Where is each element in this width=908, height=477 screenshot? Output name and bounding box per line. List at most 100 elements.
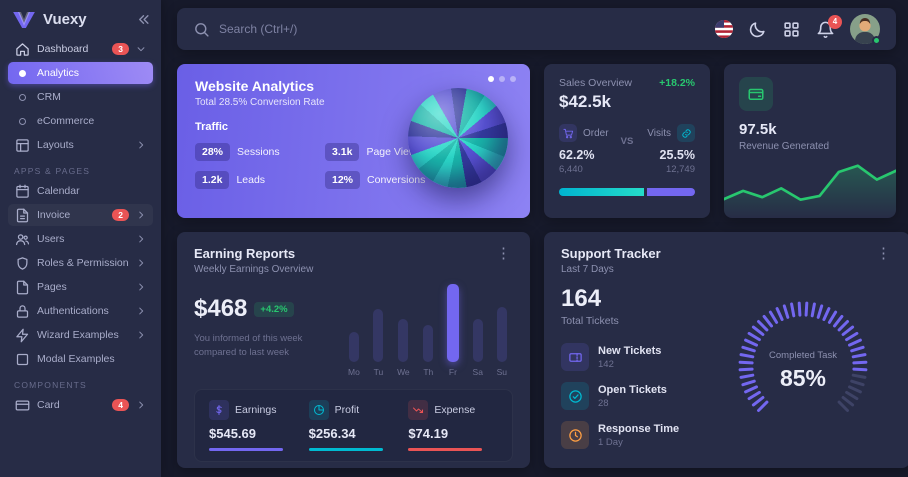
check-circle-icon: [561, 382, 589, 410]
bar-label: Sa: [472, 367, 483, 377]
modal-icon: [15, 352, 30, 367]
search-box: [193, 21, 715, 38]
revenue-generated-card: 97.5k Revenue Generated: [724, 64, 896, 218]
sales-amount: $42.5k: [559, 92, 611, 111]
sphere-illustration: [408, 88, 508, 188]
carousel-dot[interactable]: [510, 76, 516, 82]
sidebar-collapse-icon[interactable]: [136, 12, 151, 27]
sidebar-item-authentications[interactable]: Authentications: [8, 300, 153, 322]
notifications-bell-icon[interactable]: 4: [816, 14, 842, 39]
sidebar-item-layouts[interactable]: Layouts: [8, 134, 153, 156]
home-icon: [15, 42, 30, 57]
gauge-tick: [757, 320, 769, 332]
chevron-right-icon: [136, 282, 146, 292]
revenue-value: 97.5k: [739, 121, 777, 138]
section-components: COMPONENTS: [14, 380, 87, 390]
gauge-tick: [852, 367, 868, 372]
sidebar-item-pages[interactable]: Pages: [8, 276, 153, 298]
sidebar-item-analytics[interactable]: Analytics: [8, 62, 153, 84]
traffic-label: Traffic: [195, 121, 229, 133]
visits-stat: Visits 25.5% 12,749: [639, 124, 695, 175]
dot-icon: [19, 117, 26, 125]
bar-column: Sa: [473, 319, 483, 377]
chevron-right-icon: [136, 400, 146, 410]
gauge-tick: [845, 331, 859, 342]
kebab-menu-icon[interactable]: ⋮: [876, 245, 891, 262]
cart-icon: [559, 124, 577, 142]
sidebar-item-roles-permissions[interactable]: Roles & Permissions: [8, 252, 153, 274]
sidebar-item-dashboard[interactable]: Dashboard 3: [8, 38, 153, 60]
sidebar-item-wizard-examples[interactable]: Wizard Examples: [8, 324, 153, 346]
sidebar-item-invoice[interactable]: Invoice 2: [8, 204, 153, 226]
carousel-dot[interactable]: [488, 76, 494, 82]
user-avatar[interactable]: [850, 14, 881, 45]
sidebar-item-modal-examples[interactable]: Modal Examples: [8, 348, 153, 370]
sidebar-item-ecommerce[interactable]: eCommerce: [8, 110, 153, 132]
gauge-tick: [747, 331, 761, 342]
sidebar-menu: Dashboard 3 Analytics CRM eCommerce Layo…: [0, 38, 161, 416]
ticket-icon: [561, 343, 589, 371]
bar: [373, 309, 384, 362]
bar: [423, 325, 434, 362]
wallet-icon: [739, 77, 773, 111]
bar: [472, 319, 483, 362]
card-title: Earning Reports: [194, 246, 296, 261]
bar-column: Mo: [348, 332, 360, 377]
chevron-right-icon: [136, 258, 146, 268]
order-stat: Order 62.2% 6,440: [559, 124, 615, 175]
theme-moon-icon[interactable]: [748, 20, 767, 39]
bar-label: Fr: [448, 367, 457, 377]
gauge-tick: [851, 353, 867, 359]
gauge-tick: [810, 302, 816, 318]
card-subtitle: Last 7 Days: [561, 264, 614, 275]
file-icon: [15, 280, 30, 295]
kebab-menu-icon[interactable]: ⋮: [496, 245, 511, 262]
sidebar-item-crm[interactable]: CRM: [8, 86, 153, 108]
card-badge: 4: [112, 398, 129, 412]
sales-progress-right: [646, 188, 695, 196]
invoice-icon: [15, 208, 30, 223]
website-analytics-card: Website Analytics Total 28.5% Conversion…: [177, 64, 530, 218]
online-status-dot: [872, 36, 881, 45]
card-title: Support Tracker: [561, 246, 661, 261]
lock-icon: [15, 304, 30, 319]
total-tickets-label: Total Tickets: [561, 315, 619, 327]
card-title: Sales Overview: [559, 77, 632, 89]
gauge-tick: [775, 307, 784, 321]
shortcuts-grid-icon[interactable]: [782, 20, 801, 39]
search-input[interactable]: [219, 22, 469, 36]
brand: Vuexy: [0, 0, 161, 36]
bar-label: Mo: [348, 367, 360, 377]
sales-overview-card: Sales Overview $42.5k +18.2% Order 62.2%…: [544, 64, 710, 218]
language-flag-icon[interactable]: [715, 20, 733, 38]
dollar-icon: [209, 400, 229, 420]
revenue-sparkline: [724, 164, 896, 218]
gauge-tick: [816, 304, 824, 319]
gauge-tick: [747, 390, 761, 401]
bar-label: Su: [496, 367, 507, 377]
gauge-tick: [837, 320, 849, 332]
gauge-tick: [744, 338, 758, 347]
gauge-tick: [738, 367, 754, 372]
carousel-dot[interactable]: [499, 76, 505, 82]
gauge-tick: [837, 400, 849, 412]
svg-text:85%: 85%: [780, 365, 826, 391]
sidebar-item-card[interactable]: Card 4: [8, 394, 153, 416]
bar-column: Tu: [373, 309, 384, 377]
vs-label: VS: [620, 136, 634, 147]
chevron-right-icon: [136, 234, 146, 244]
sidebar-item-users[interactable]: Users: [8, 228, 153, 250]
sidebar-item-calendar[interactable]: Calendar: [8, 180, 153, 202]
total-tickets-value: 164: [561, 285, 602, 312]
zap-icon: [15, 328, 30, 343]
earnings-amount: $468: [194, 295, 248, 322]
bar: [398, 319, 409, 362]
gauge-tick: [751, 325, 765, 336]
list-item-response-time: Response Time 1 Day: [561, 421, 713, 449]
gauge-tick: [827, 310, 838, 324]
stat-sessions: 28% Sessions: [195, 143, 313, 161]
earnings-underline: [209, 448, 283, 451]
clock-icon: [561, 421, 589, 449]
gauge-tick: [852, 360, 868, 365]
support-tracker-card: Support Tracker Last 7 Days ⋮ 164 Total …: [544, 232, 908, 468]
